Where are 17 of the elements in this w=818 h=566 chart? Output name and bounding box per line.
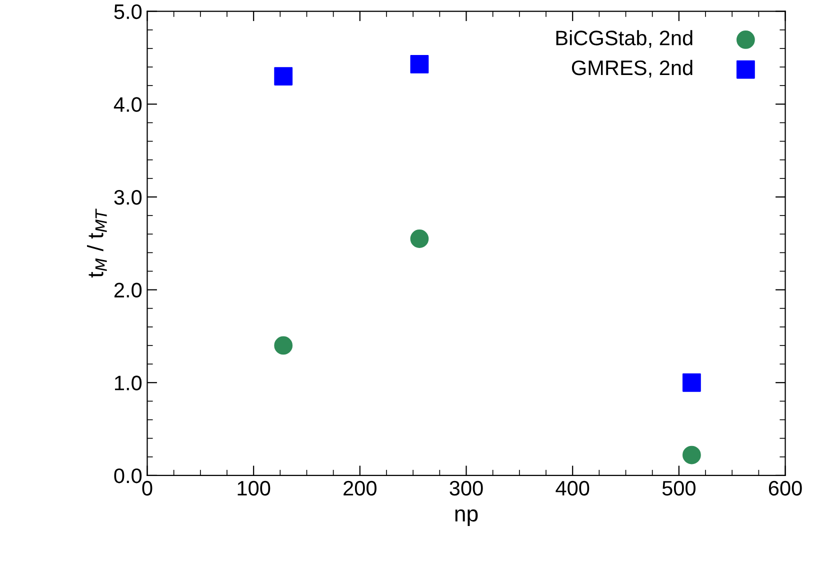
y-tick-label: 2.0	[114, 282, 142, 298]
x-tick-label: 200	[344, 480, 376, 496]
x-axis-title: np	[455, 509, 478, 526]
y-axis-title: t$_{M}$ / t$_{MT}$	[87, 208, 107, 278]
x-tick-label: 400	[556, 480, 590, 496]
legend-label: GMRES, 2nd	[572, 60, 692, 78]
legend-label: BiCGStab, 2nd	[556, 30, 692, 48]
x-tick-label: 500	[662, 480, 696, 496]
y-tick-label: 0.0	[114, 468, 142, 484]
y-tick-label: 1.0	[115, 376, 142, 390]
x-tick-label: 600	[768, 480, 802, 496]
y-tick-label: 3.0	[114, 190, 142, 205]
x-tick-label: 0	[142, 480, 152, 496]
x-tick-label: 300	[450, 480, 483, 496]
y-tick-label: 5.0	[114, 4, 142, 20]
y-tick-label: 4.0	[114, 97, 142, 112]
x-tick-label: 100	[238, 480, 270, 496]
